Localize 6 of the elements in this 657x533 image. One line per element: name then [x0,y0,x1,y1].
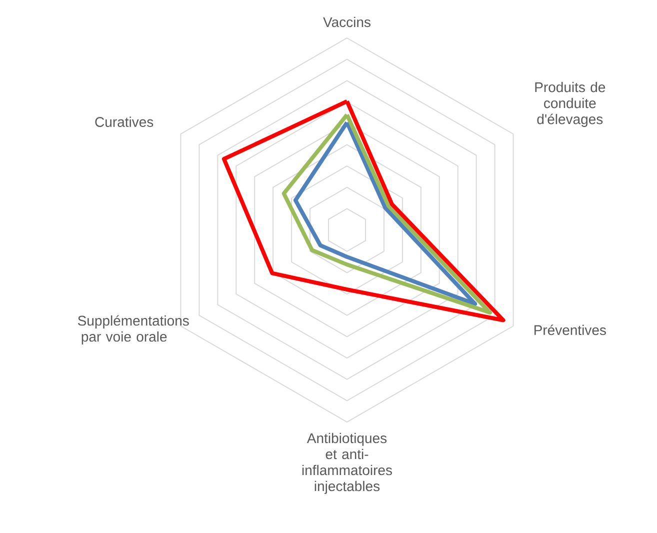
spoke-label: Supplémentations par voie orale [78,315,189,344]
spoke-label: Curatives [95,116,154,127]
spoke-label: Antibiotiques et anti-inflammatoires injectables [302,432,392,494]
spoke-label: Vaccins [323,16,370,28]
spoke-label: Préventives [534,324,606,336]
spoke-label: Produits de conduite d'élevages [535,82,606,127]
